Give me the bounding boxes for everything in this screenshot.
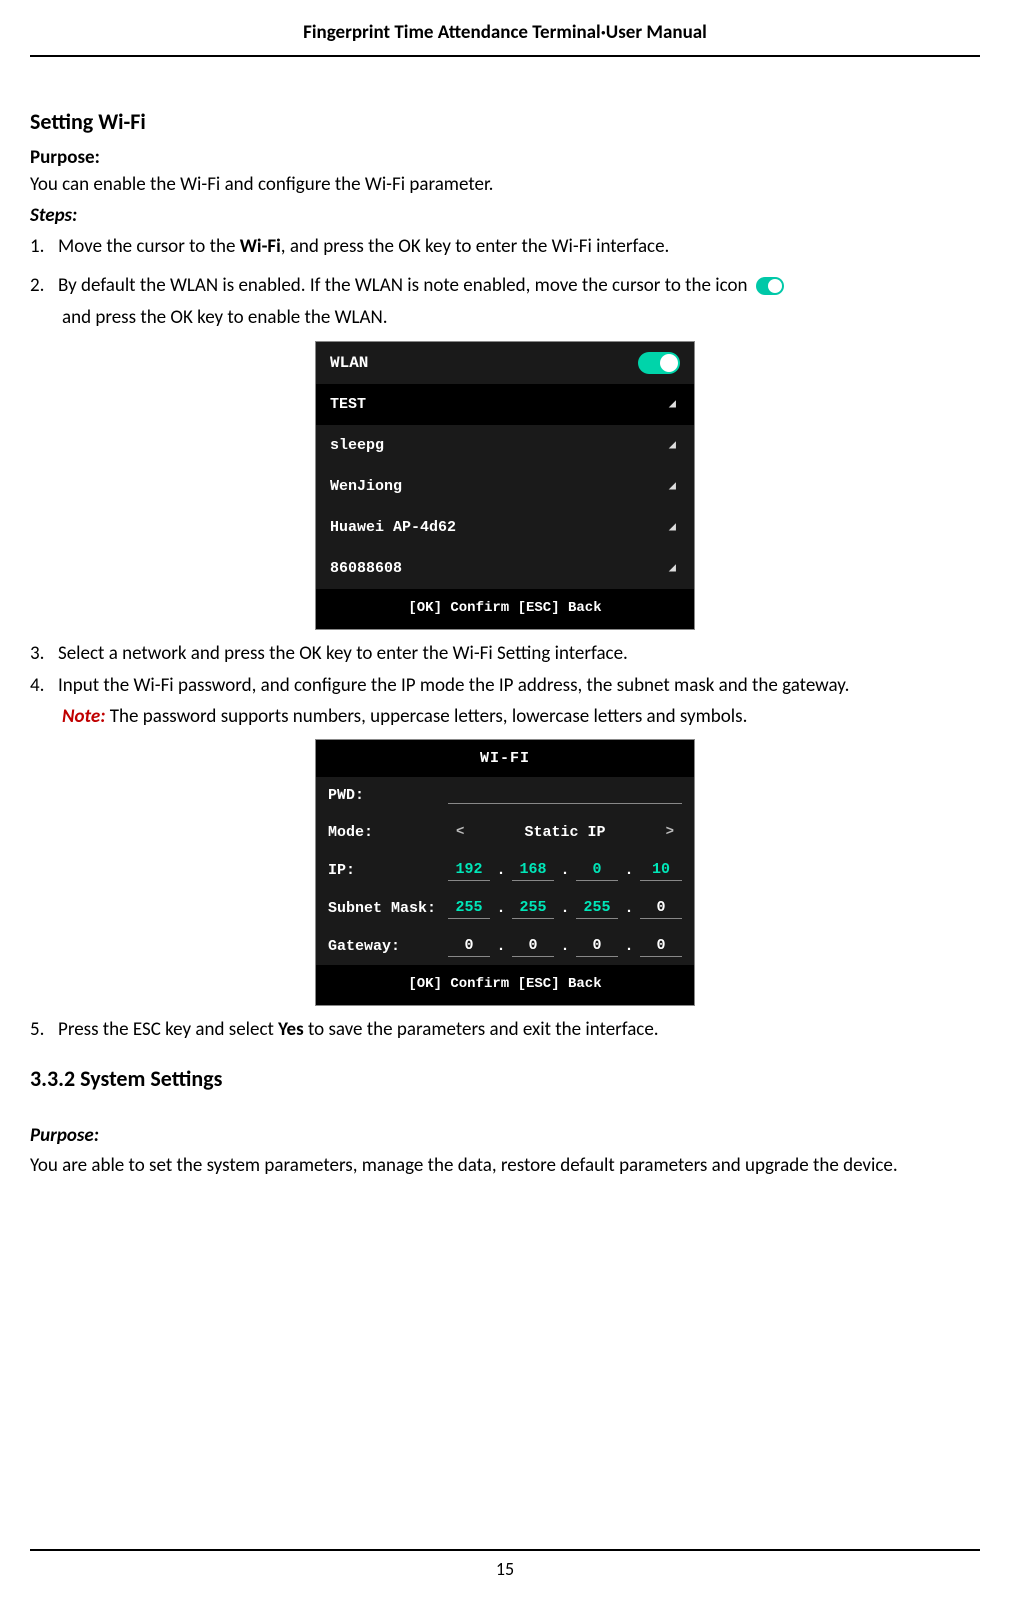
purpose2-label: Purpose: <box>30 1123 980 1150</box>
wlan-screenshot: WLAN TEST ◢ sleepg ◢ WenJiong ◢ Huawei AP-4… <box>315 341 695 630</box>
step4-text: Input the Wi-Fi password, and configure … <box>58 674 849 697</box>
wlan-toggle <box>638 352 680 374</box>
mode-row: Mode: < Static IP > <box>316 814 694 851</box>
ip-octet: 168 <box>512 859 554 881</box>
wifi-signal-icon: ◢ <box>669 519 676 536</box>
network-row: TEST ◢ <box>316 384 694 425</box>
subnet-octet: 255 <box>448 897 490 919</box>
section-title: Setting Wi-Fi <box>30 107 980 138</box>
subnet-octet: 255 <box>512 897 554 919</box>
purpose-text: You can enable the Wi-Fi and configure t… <box>30 172 980 199</box>
step1-pre: Move the cursor to the <box>58 235 240 258</box>
gateway-octet: 0 <box>640 935 682 957</box>
pwd-input-line <box>448 788 682 804</box>
gateway-octet: 0 <box>448 935 490 957</box>
wifi-signal-icon: ◢ <box>669 396 676 413</box>
gateway-row: Gateway: 0. 0. 0. 0 <box>316 927 694 965</box>
step-2: 2.By default the WLAN is enabled. If the… <box>30 272 980 301</box>
toggle-icon <box>756 277 784 295</box>
network-row: 86088608 ◢ <box>316 548 694 589</box>
wifi-signal-icon: ◢ <box>669 478 676 495</box>
network-name: 86088608 <box>330 558 402 579</box>
wlan-toggle-row: WLAN <box>316 342 694 384</box>
shot2-footer: [OK] Confirm [ESC] Back <box>316 965 694 1005</box>
ip-label: IP: <box>328 860 448 881</box>
step2-line1: By default the WLAN is enabled. If the W… <box>58 274 748 297</box>
gateway-octet: 0 <box>576 935 618 957</box>
step-4: 4.Input the Wi-Fi password, and configur… <box>30 672 980 701</box>
step-1: 1.Move the cursor to the Wi-Fi, and pres… <box>30 233 980 262</box>
ip-octet: 10 <box>640 859 682 881</box>
step1-bold: Wi-Fi <box>240 235 281 258</box>
step1-post: , and press the OK key to enter the Wi-F… <box>281 235 670 258</box>
ip-row: IP: 192. 168. 0. 10 <box>316 851 694 889</box>
pwd-row: PWD: <box>316 777 694 814</box>
step5-bold: Yes <box>278 1018 304 1041</box>
step5-post: to save the parameters and exit the inte… <box>304 1018 659 1041</box>
step3-text: Select a network and press the OK key to… <box>58 642 628 665</box>
chevron-right-icon: > <box>666 823 674 843</box>
subnet-label: Subnet Mask: <box>328 898 448 919</box>
gateway-octet: 0 <box>512 935 554 957</box>
wifi-signal-icon: ◢ <box>669 560 676 577</box>
chevron-left-icon: < <box>456 823 464 843</box>
steps-list: 1.Move the cursor to the Wi-Fi, and pres… <box>30 233 980 1044</box>
steps-label: Steps: <box>30 203 980 230</box>
shot2-title: WI-FI <box>316 740 694 777</box>
mode-value: Static IP <box>524 822 605 843</box>
step-3: 3.Select a network and press the OK key … <box>30 640 980 669</box>
gateway-label: Gateway: <box>328 936 448 957</box>
ip-octet: 192 <box>448 859 490 881</box>
network-row: sleepg ◢ <box>316 425 694 466</box>
note-text: The password supports numbers, uppercase… <box>105 705 747 728</box>
mode-label: Mode: <box>328 822 448 843</box>
network-name: TEST <box>330 394 366 415</box>
network-row: Huawei AP-4d62 ◢ <box>316 507 694 548</box>
wifi-signal-icon: ◢ <box>669 437 676 454</box>
purpose-label: Purpose: <box>30 145 980 172</box>
page-header: Fingerprint Time Attendance Terminal·Use… <box>30 20 980 57</box>
subnet-octet: 255 <box>576 897 618 919</box>
section-332-heading: 3.3.2 System Settings <box>30 1064 980 1095</box>
ip-octet: 0 <box>576 859 618 881</box>
subnet-row: Subnet Mask: 255. 255. 255. 0 <box>316 889 694 927</box>
purpose2-text: You are able to set the system parameter… <box>30 1152 980 1181</box>
pwd-label: PWD: <box>328 785 448 806</box>
network-row: WenJiong ◢ <box>316 466 694 507</box>
network-name: Huawei AP-4d62 <box>330 517 456 538</box>
step2-line2: and press the OK key to enable the WLAN. <box>30 304 980 333</box>
step-5: 5.Press the ESC key and select Yes to sa… <box>30 1016 980 1045</box>
network-name: WenJiong <box>330 476 402 497</box>
note-label: Note: <box>62 705 105 728</box>
step5-pre: Press the ESC key and select <box>58 1018 278 1041</box>
wlan-label: WLAN <box>330 352 368 374</box>
note-line: Note: The password supports numbers, upp… <box>30 703 980 732</box>
network-name: sleepg <box>330 435 384 456</box>
wifi-settings-screenshot: WI-FI PWD: Mode: < Static IP > IP: 192. … <box>315 739 695 1006</box>
shot1-footer: [OK] Confirm [ESC] Back <box>316 589 694 629</box>
page-number: 15 <box>30 1549 980 1582</box>
subnet-octet: 0 <box>640 897 682 919</box>
